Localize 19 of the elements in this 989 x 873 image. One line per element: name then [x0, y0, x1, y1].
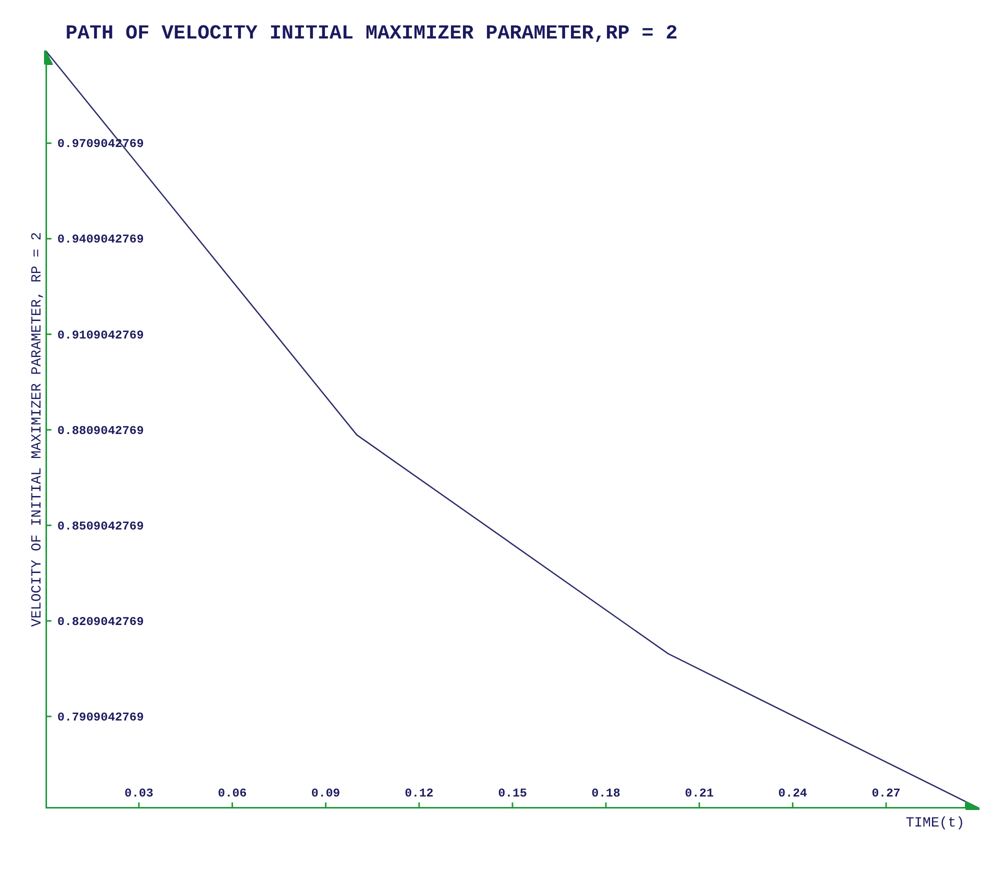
y-tick-label: 0.9109042769: [57, 328, 144, 342]
x-tick-label: 0.15: [498, 786, 527, 800]
x-tick-label: 0.24: [778, 786, 808, 800]
x-tick-label: 0.18: [592, 786, 620, 800]
x-tick-label: 0.06: [218, 786, 247, 800]
chart-title: PATH OF VELOCITY INITIAL MAXIMIZER PARAMETER,RP = 2: [66, 22, 678, 46]
x-axis-title: TIME(t): [906, 816, 965, 832]
y-tick-label: 0.9409042769: [57, 232, 144, 247]
y-tick-label: 0.8209042769: [57, 614, 144, 629]
y-tick-label: 0.8809042769: [57, 424, 144, 438]
x-tick-label: 0.27: [872, 786, 901, 800]
x-tick-label: 0.21: [684, 786, 714, 800]
x-tick-label: 0.12: [404, 786, 434, 800]
y-tick-label: 0.7909042769: [57, 710, 144, 724]
x-tick-label: 0.09: [311, 786, 340, 800]
y-tick-label: 0.8509042769: [57, 519, 144, 534]
line-series: [46, 50, 980, 808]
y-axis-title: VELOCITY OF INITIAL MAXIMIZER PARAMETER, RP = 2: [30, 232, 46, 627]
x-tick-label: 0.03: [124, 786, 154, 800]
